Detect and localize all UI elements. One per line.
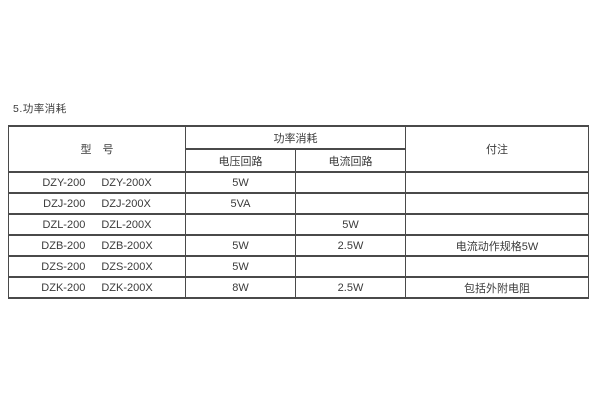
note-value	[405, 171, 589, 194]
model-number-x: DZB-200X	[101, 239, 153, 252]
model-cell: DZB-200 DZB-200X	[8, 234, 186, 257]
header-row-2: 电压回路 电流回路	[9, 148, 589, 173]
model-number-x: DZY-200X	[101, 176, 152, 189]
voltage-circuit-value: 5W	[185, 171, 296, 194]
model-number: DZK-200	[41, 281, 86, 294]
note-value	[405, 192, 589, 215]
note-value: 电流动作规格5W	[405, 234, 589, 257]
col-header-power-group: 功率消耗	[185, 125, 406, 150]
current-circuit-value	[295, 171, 406, 194]
note-value: 包括外附电阻	[405, 276, 589, 299]
note-value	[405, 213, 589, 236]
section-title: 5.功率消耗	[13, 103, 67, 115]
model-number: DZY-200	[42, 176, 86, 189]
voltage-circuit-value: 5W	[185, 234, 296, 257]
voltage-circuit-value: 5VA	[185, 192, 296, 215]
current-circuit-value	[295, 255, 406, 278]
table-row: DZB-200 DZB-200X 5W 2.5W 电流动作规格5W	[8, 234, 589, 257]
table-header: 型 号 功率消耗 付注 电压回路 电流回路	[8, 125, 589, 173]
model-number: DZS-200	[41, 260, 86, 273]
col-header-model: 型 号	[8, 125, 186, 173]
col-header-voltage-circuit: 电压回路	[185, 148, 296, 173]
table-row: DZL-200 DZL-200X 5W	[8, 213, 589, 236]
header-row-1: 型 号 功率消耗 付注	[8, 125, 589, 173]
table-row: DZJ-200 DZJ-200X 5VA	[8, 192, 589, 215]
model-cell: DZL-200 DZL-200X	[8, 213, 186, 236]
table-row: DZK-200 DZK-200X 8W 2.5W 包括外附电阻	[8, 276, 589, 299]
model-number-x: DZL-200X	[101, 218, 152, 231]
note-value	[405, 255, 589, 278]
voltage-circuit-value: 5W	[185, 255, 296, 278]
col-header-notes: 付注	[405, 125, 589, 173]
table-body: DZY-200 DZY-200X 5W DZJ-200 DZJ-200X 5VA D…	[8, 171, 589, 299]
model-cell: DZK-200 DZK-200X	[8, 276, 186, 299]
current-circuit-value	[295, 192, 406, 215]
current-circuit-value: 5W	[295, 213, 406, 236]
model-number: DZL-200	[42, 218, 86, 231]
table-row: DZS-200 DZS-200X 5W	[8, 255, 589, 278]
voltage-circuit-value	[185, 213, 296, 236]
model-number: DZJ-200	[43, 197, 86, 210]
model-number-x: DZJ-200X	[101, 197, 151, 210]
col-header-current-circuit: 电流回路	[295, 148, 406, 173]
table-row: DZY-200 DZY-200X 5W	[8, 171, 589, 194]
power-consumption-table: 型 号 功率消耗 付注 电压回路 电流回路 DZY-200 DZY-200X 5W…	[8, 125, 589, 299]
model-number-x: DZS-200X	[101, 260, 153, 273]
model-cell: DZJ-200 DZJ-200X	[8, 192, 186, 215]
current-circuit-value: 2.5W	[295, 276, 406, 299]
model-cell: DZS-200 DZS-200X	[8, 255, 186, 278]
model-cell: DZY-200 DZY-200X	[8, 171, 186, 194]
current-circuit-value: 2.5W	[295, 234, 406, 257]
model-number: DZB-200	[41, 239, 86, 252]
model-number-x: DZK-200X	[101, 281, 153, 294]
voltage-circuit-value: 8W	[185, 276, 296, 299]
